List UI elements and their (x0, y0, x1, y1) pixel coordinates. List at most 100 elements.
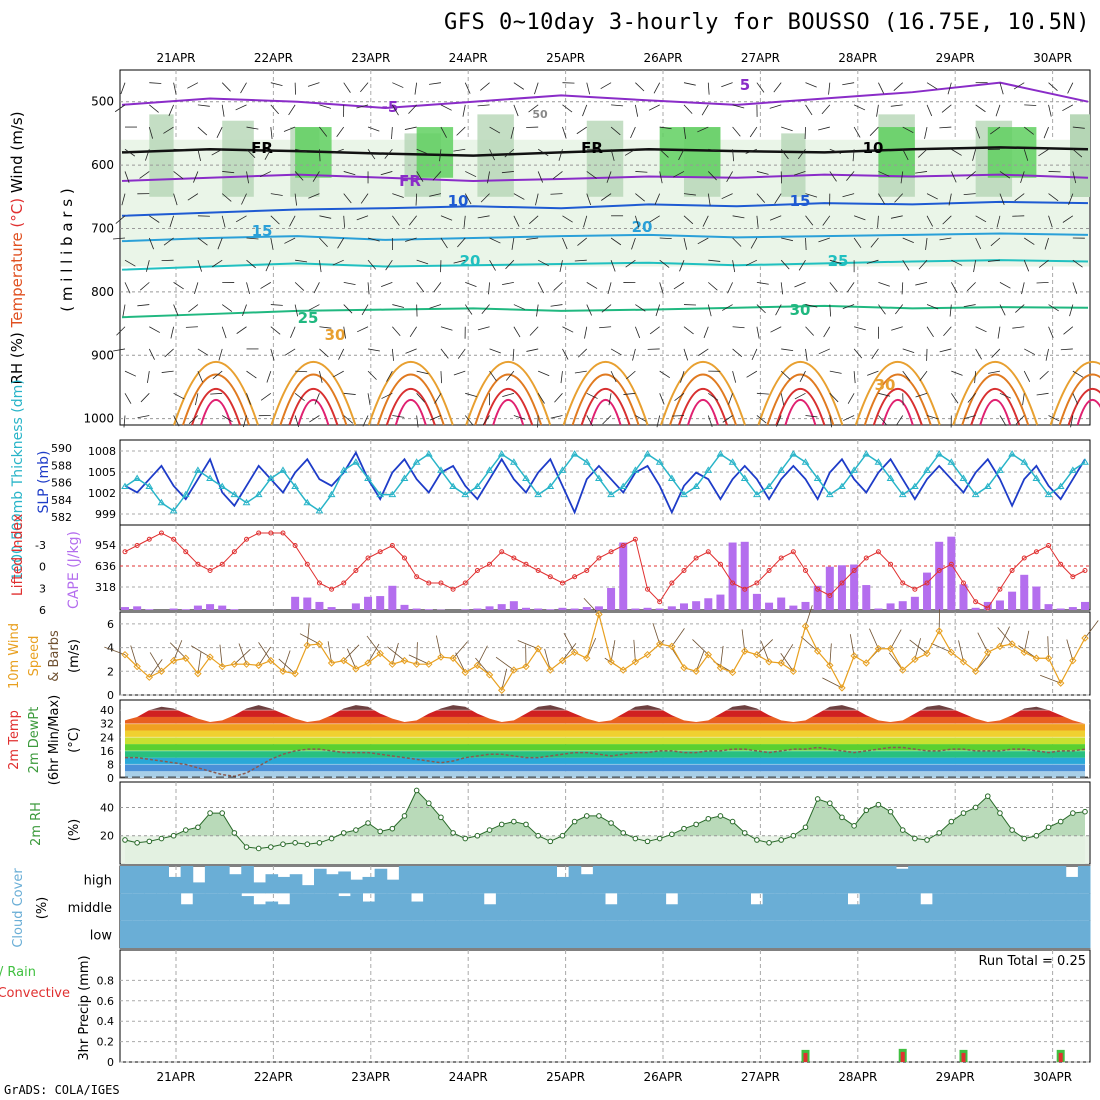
wind-barb-10m (756, 639, 774, 655)
cloud-cell-low (1017, 920, 1030, 948)
warm-isotherm-arch (678, 388, 728, 426)
wind-speed-marker (558, 656, 567, 665)
wind-barb (853, 348, 863, 359)
cloud-cell-high (483, 866, 497, 894)
wind-barb-10m (190, 645, 211, 658)
wind-barb (465, 281, 477, 288)
wind-speed-marker (1032, 654, 1041, 662)
wind-barb-10m (475, 657, 490, 676)
wind-barb (222, 171, 235, 174)
wind-barb (114, 104, 126, 113)
cloud-cell-middle (398, 893, 412, 921)
cloud-cell-high (641, 866, 654, 894)
rh-marker (705, 815, 712, 822)
wind-speed-marker (1008, 640, 1016, 648)
wind-barb (780, 259, 790, 270)
wind-barb (381, 392, 393, 399)
wind-barb (113, 237, 126, 240)
cape-bar (424, 609, 433, 610)
wind-barb (197, 348, 209, 356)
wind-barb (148, 348, 155, 360)
wind-barb (246, 259, 256, 269)
wind-barb (577, 237, 588, 246)
wind-barb (440, 126, 447, 138)
wind-barb (915, 171, 928, 174)
cape-bar (777, 597, 786, 610)
wind-barb (513, 104, 519, 117)
thickness-marker (509, 458, 518, 465)
run-total-label: Run Total = 0.25 (978, 954, 1086, 969)
wind-barb (732, 326, 745, 329)
wind-barb (173, 148, 186, 151)
rh-marker (875, 801, 882, 808)
wind-barb (453, 370, 466, 376)
temp-color-band (125, 771, 1085, 778)
temp-color-band (125, 757, 1085, 765)
contour-label: 25 (298, 309, 319, 327)
wind-barb (392, 415, 405, 418)
cloud-cell-low (629, 920, 642, 948)
wind-barb (780, 149, 789, 160)
warm-isotherm-arch (385, 388, 436, 426)
rh-marker (1033, 832, 1040, 839)
rh-marker (474, 832, 481, 839)
wind-barb (562, 348, 569, 360)
wind-barb (124, 259, 136, 267)
wind-barb (554, 393, 563, 403)
wind-barb (999, 392, 1012, 399)
wind-barb-10m (452, 641, 468, 659)
wind-barb (574, 259, 587, 262)
thickness-marker (643, 450, 652, 457)
wind-barb (235, 104, 247, 111)
wind-barb (756, 193, 766, 203)
wind-barb (829, 148, 842, 154)
rh-axis-unit: (%) (67, 819, 82, 842)
wind-barb-10m (435, 635, 442, 658)
wind-barb (635, 326, 641, 339)
lifted-index-marker (183, 549, 189, 555)
wind-barb (1048, 304, 1059, 312)
wind-barb (489, 348, 501, 354)
cloud-cell-middle (556, 893, 570, 921)
ylabel-part: (°C) (8, 193, 26, 227)
cloud-cell-low (641, 920, 654, 948)
warm-isotherm-arch (367, 361, 454, 426)
wind-barb (416, 415, 419, 428)
wind-barb (221, 304, 233, 312)
cloud-cell-middle (459, 893, 473, 921)
panel-frame-sl (119, 439, 1091, 526)
thickness-marker (910, 482, 919, 490)
cloud-cell-high (435, 866, 448, 894)
thickness-marker (1020, 458, 1029, 465)
wind-barb (683, 237, 688, 250)
lifted-index-marker (171, 536, 177, 542)
cape-bar (898, 601, 907, 610)
wind-barb (1062, 104, 1074, 112)
wind-barb (721, 193, 733, 200)
warm-isotherm-arch (881, 399, 914, 426)
wind-barb (502, 281, 514, 286)
rh-shade-cell (586, 120, 624, 197)
lifted-index-marker (195, 561, 201, 567)
wind-barb (463, 215, 466, 228)
wind-barb (707, 193, 711, 206)
wind-speed-marker (400, 656, 409, 665)
thickness-marker (1068, 466, 1077, 473)
wind-barb (853, 237, 862, 249)
wind-barb (343, 82, 351, 93)
wind-barb (453, 148, 466, 152)
wind-tick: 2 (107, 665, 114, 678)
wind-barb (891, 326, 903, 331)
warm-isotherm-arch (766, 373, 835, 426)
cloud-cell-low (350, 920, 363, 948)
wind-barb (173, 193, 178, 206)
li-tick: 6 (39, 604, 46, 617)
wind-barb (343, 392, 356, 395)
precip-convective-bar (961, 1052, 966, 1062)
wind-barb-10m (999, 626, 1010, 647)
wind-barb (221, 104, 225, 117)
wind-barb (440, 326, 453, 331)
cloud-cell-high (605, 866, 618, 894)
wind-barb (392, 82, 404, 88)
cloud-cell-middle (726, 893, 739, 921)
